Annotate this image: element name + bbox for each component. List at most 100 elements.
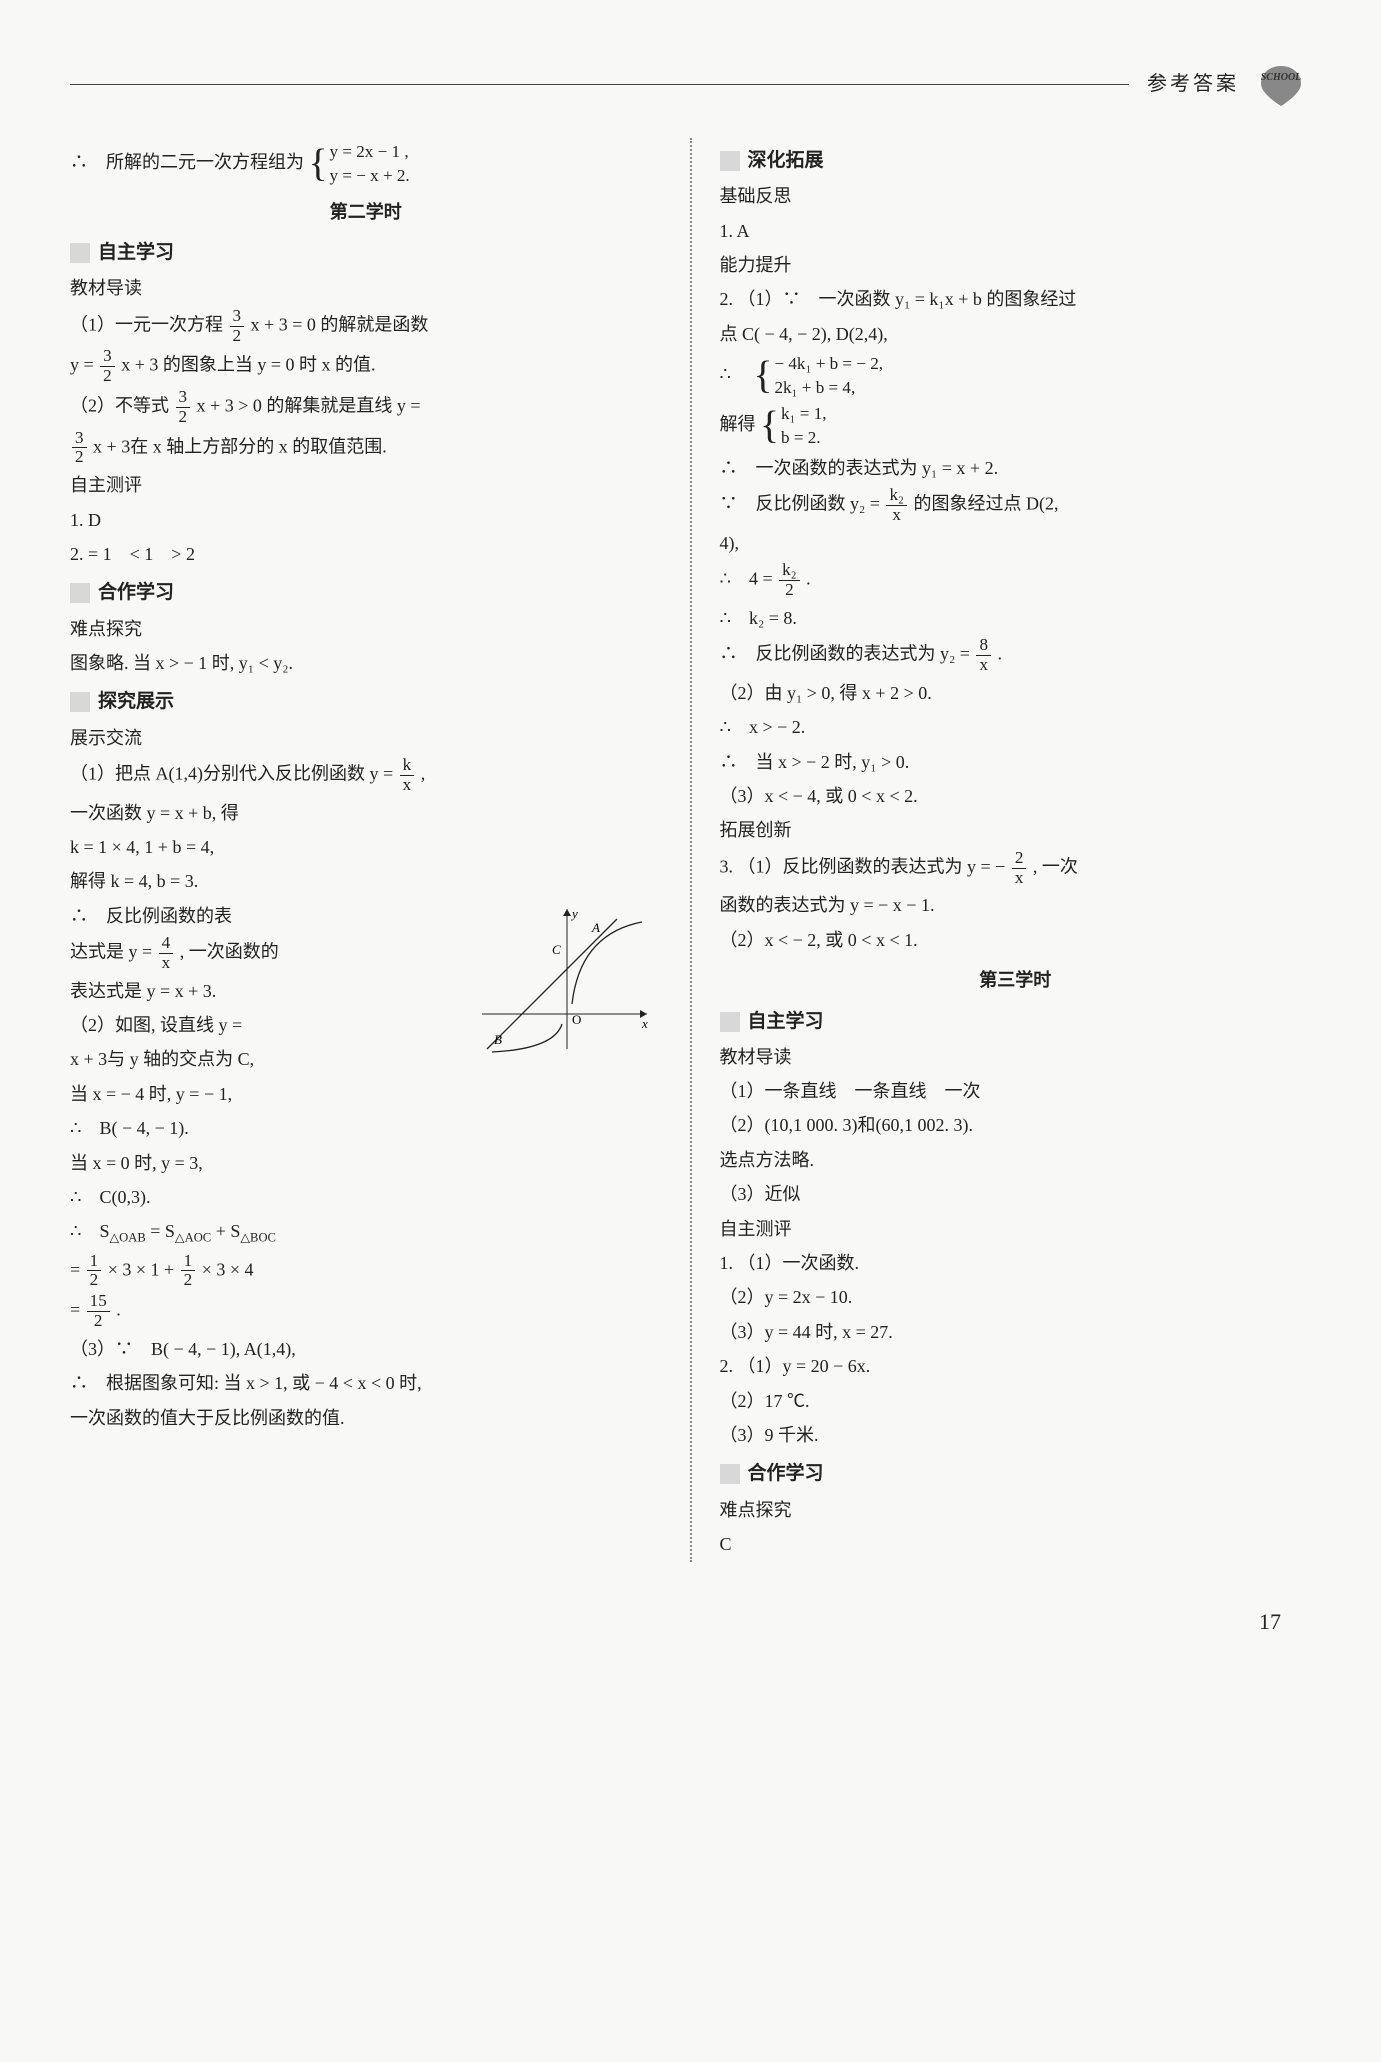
- text: , 一次函数的: [180, 941, 279, 961]
- text-line: ∴ 反比例函数的表达式为 y₂ = 8x .: [720, 636, 1312, 675]
- text-line: （1）把点 A(1,4)分别代入反比例函数 y = kx ,: [70, 756, 662, 795]
- section-row: 探究展示: [70, 685, 662, 719]
- page-header: 参考答案 SCHOOL: [70, 60, 1311, 108]
- text: ∴ S△OAB = S△AOC + S△BOC: [70, 1221, 276, 1241]
- section-row: 合作学习: [70, 576, 662, 610]
- header-rule: [70, 84, 1129, 85]
- function-graph: O x y A B C: [472, 904, 652, 1054]
- text: ∴: [720, 364, 749, 384]
- sub-heading: 教材导读: [720, 1041, 1312, 1073]
- fraction: 2x: [1012, 849, 1027, 888]
- text-line: （2）17 ℃.: [720, 1385, 1312, 1417]
- page-number: 17: [70, 1602, 1311, 1642]
- fraction: 32: [230, 307, 245, 346]
- text: =: [70, 1300, 85, 1320]
- text-line: （2）x < − 2, 或 0 < x < 1.: [720, 924, 1312, 956]
- text: 的图象经过点 D(2,: [913, 494, 1058, 514]
- text: x + 3 = 0 的解就是函数: [251, 314, 429, 334]
- fraction: 12: [181, 1252, 196, 1291]
- text: x + 3在 x 轴上方部分的 x 的取值范围.: [93, 436, 387, 456]
- text-line: ∴ 4 = k₂2 .: [720, 561, 1312, 600]
- section-marker-icon: [720, 151, 740, 171]
- left-column: ∴ 所解的二元一次方程组为 { y = 2x − 1 , y = − x + 2…: [70, 138, 662, 1562]
- text: x + 3 的图象上当 y = 0 时 x 的值.: [121, 355, 375, 375]
- section-title: 深化拓展: [748, 144, 824, 178]
- fraction: k₂x: [886, 486, 907, 525]
- equation-system: { y = 2x − 1 , y = − x + 2.: [309, 140, 410, 188]
- fraction: kx: [400, 756, 415, 795]
- svg-text:y: y: [570, 906, 578, 921]
- text-line: （3）9 千米.: [720, 1419, 1312, 1451]
- section-row: 自主学习: [720, 1005, 1312, 1039]
- section-marker-icon: [720, 1012, 740, 1032]
- text-line: 1. （1）一次函数.: [720, 1247, 1312, 1279]
- sub-heading: 难点探究: [70, 613, 662, 645]
- text-line: ∴ S△OAB = S△AOC + S△BOC: [70, 1215, 662, 1249]
- sub-heading: 拓展创新: [720, 814, 1312, 846]
- text: ∴ 反比例函数的表达式为 y₂ =: [720, 644, 975, 664]
- fraction: 12: [87, 1252, 102, 1291]
- section-title: 自主学习: [748, 1005, 824, 1039]
- text-line: ∵ 反比例函数 y₂ = k₂x 的图象经过点 D(2,: [720, 486, 1312, 525]
- text-line: 32 x + 3在 x 轴上方部分的 x 的取值范围.: [70, 429, 662, 468]
- fraction: 32: [100, 347, 115, 386]
- school-logo-icon: SCHOOL: [1251, 60, 1311, 108]
- sub-heading: 自主测评: [720, 1213, 1312, 1245]
- text: ,: [421, 763, 426, 783]
- eq-line: y = − x + 2.: [330, 166, 410, 185]
- text-line: （2）由 y₁ > 0, 得 x + 2 > 0.: [720, 677, 1312, 709]
- text-line: （3）近似: [720, 1178, 1312, 1210]
- text-line: = 152 .: [70, 1292, 662, 1331]
- text: y =: [70, 355, 98, 375]
- text-line: 2. （1）∵ 一次函数 y₁ = k₁x + b 的图象经过: [720, 283, 1312, 315]
- text-line: 解得 { k₁ = 1, b = 2.: [720, 402, 1312, 450]
- svg-text:C: C: [552, 942, 561, 957]
- header-title: 参考答案: [1147, 66, 1239, 102]
- right-column: 深化拓展 基础反思 1. A 能力提升 2. （1）∵ 一次函数 y₁ = k₁…: [720, 138, 1312, 1562]
- text-line: （3）∵ B( − 4, − 1), A(1,4),: [70, 1333, 662, 1365]
- text-line: 函数的表达式为 y = − x − 1.: [720, 889, 1312, 921]
- text-line: ∴ { − 4k₁ + b = − 2, 2k₁ + b = 4,: [720, 352, 1312, 400]
- text-line: = 12 × 3 × 1 + 12 × 3 × 4: [70, 1252, 662, 1291]
- answer-line: C: [720, 1528, 1312, 1560]
- eq-line: k₁ = 1,: [781, 404, 827, 423]
- text-line: k = 1 × 4, 1 + b = 4,: [70, 831, 662, 863]
- svg-text:SCHOOL: SCHOOL: [1261, 72, 1302, 83]
- text-line: ∴ B( − 4, − 1).: [70, 1112, 662, 1144]
- lesson-heading: 第二学时: [70, 196, 662, 228]
- text-line: 3. （1）反比例函数的表达式为 y = − 2x , 一次: [720, 849, 1312, 888]
- text-line: ∴ C(0,3).: [70, 1181, 662, 1213]
- text-line: （3）y = 44 时, x = 27.: [720, 1316, 1312, 1348]
- svg-text:B: B: [494, 1032, 502, 1047]
- text-line: （2）y = 2x − 10.: [720, 1281, 1312, 1313]
- text: （1）把点 A(1,4)分别代入反比例函数 y =: [70, 763, 398, 783]
- svg-text:O: O: [572, 1012, 581, 1027]
- text: ∴ 4 =: [720, 569, 778, 589]
- svg-text:x: x: [641, 1016, 648, 1031]
- text-line: （1）一条直线 一条直线 一次: [720, 1075, 1312, 1107]
- text: × 3 × 4: [202, 1259, 254, 1279]
- eq-line: − 4k₁ + b = − 2,: [774, 354, 883, 373]
- text: .: [997, 644, 1002, 664]
- text-line: ∴ 当 x > − 2 时, y₁ > 0.: [720, 746, 1312, 778]
- text: =: [70, 1259, 85, 1279]
- section-marker-icon: [70, 583, 90, 603]
- text-line: 一次函数的值大于反比例函数的值.: [70, 1402, 662, 1434]
- text-line: ∴ x > − 2.: [720, 711, 1312, 743]
- section-title: 合作学习: [748, 1457, 824, 1491]
- section-title: 探究展示: [98, 685, 174, 719]
- text-line: 解得 k = 4, b = 3.: [70, 865, 662, 897]
- section-marker-icon: [70, 692, 90, 712]
- section-row: 深化拓展: [720, 144, 1312, 178]
- lesson-heading: 第三学时: [720, 964, 1312, 996]
- text-line: 当 x = − 4 时, y = − 1,: [70, 1078, 662, 1110]
- text: 3. （1）反比例函数的表达式为 y = −: [720, 856, 1010, 876]
- text-line: 一次函数 y = x + b, 得: [70, 797, 662, 829]
- equation-system: { k₁ = 1, b = 2.: [760, 402, 827, 450]
- text-line: （2）(10,1 000. 3)和(60,1 002. 3).: [720, 1109, 1312, 1141]
- text-line: （2）不等式 32 x + 3 > 0 的解集就是直线 y =: [70, 388, 662, 427]
- text: x + 3 > 0 的解集就是直线 y =: [197, 395, 421, 415]
- text: 解得: [720, 414, 756, 434]
- text-line: ∴ k₂ = 8.: [720, 602, 1312, 634]
- text-line: （3）x < − 4, 或 0 < x < 2.: [720, 780, 1312, 812]
